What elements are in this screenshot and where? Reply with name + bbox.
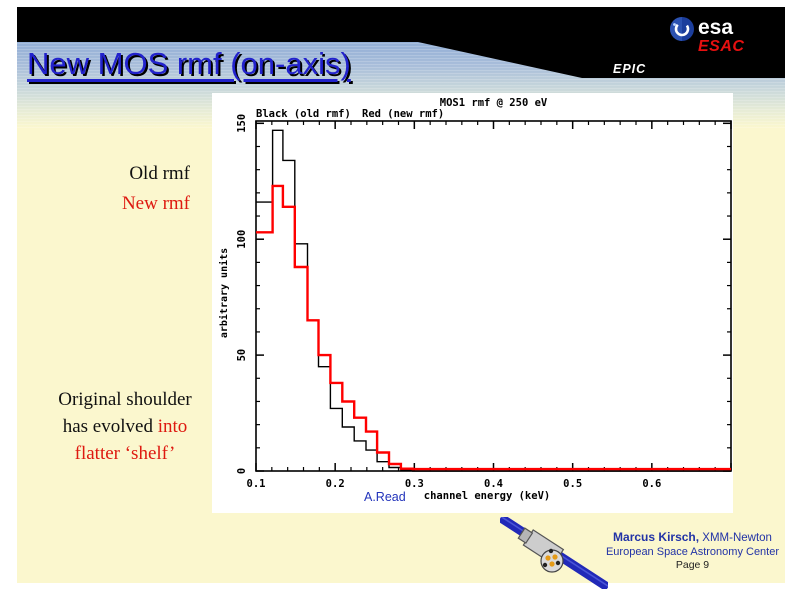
chart-title: MOS1 rmf @ 250 eV (440, 97, 548, 109)
note-line2-black: has evolved (62, 416, 158, 437)
chart-credit: A.Read (364, 490, 406, 504)
y-axis-label: arbitrary units (218, 248, 230, 338)
slide: EPIC esa ESAC New MOS rmf (on-axis) 0.1 0… (17, 7, 785, 591)
slide-title: New MOS rmf (on-axis) (27, 46, 351, 81)
x-axis-tick-label: 0.4 (484, 478, 503, 490)
series-old-rmf (256, 129, 731, 472)
x-axis-label: channel energy (keV) (424, 490, 550, 502)
x-axis-tick-label: 0.6 (642, 478, 661, 490)
y-axis-tick-label: 0 (236, 468, 248, 474)
chart-panel: 0.1 0.2 0.3 0.4 0.5 0.6 0 50 100 150 MOS1 rmf @ 25… (212, 93, 733, 513)
page-number: Page 9 (675, 559, 710, 571)
author-name: Marcus Kirsch, (613, 530, 700, 544)
footer: Marcus Kirsch, XMM-Newton European Space… (595, 530, 790, 573)
esa-circle-icon (669, 16, 695, 47)
note-line3-red: flatter ‘shelf’ (74, 443, 176, 464)
new-rmf-label: New rmf (121, 193, 190, 214)
y-axis-tick-label: 50 (236, 349, 248, 362)
esac-label: ESAC (698, 38, 745, 55)
x-axis-tick-label: 0.2 (326, 478, 345, 490)
x-axis-tick-label: 0.3 (405, 478, 424, 490)
y-axis-tick-label: 100 (236, 230, 248, 249)
mission-name: XMM-Newton (699, 532, 772, 544)
legend-red-entry: Red (new rmf) (362, 108, 444, 120)
organization-line: European Space Astronomy Center (605, 545, 780, 558)
esa-logo-text: esa (698, 16, 734, 39)
note-line1: Original shoulder (58, 389, 192, 410)
series-new-rmf (256, 184, 731, 471)
old-rmf-label: Old rmf (129, 163, 190, 184)
shoulder-note: Original shoulder has evolved into flatt… (25, 386, 225, 467)
epic-label: EPIC (613, 62, 647, 76)
note-line2-red: into (157, 416, 188, 437)
author-line: Marcus Kirsch, XMM-Newton (595, 530, 790, 546)
esa-logo: esa (669, 16, 733, 47)
xmm-satellite-icon (498, 514, 611, 594)
rmf-histogram-plot: 0.1 0.2 0.3 0.4 0.5 0.6 0 50 100 150 MOS1 rmf @ 25… (218, 97, 732, 502)
plot-box (255, 120, 732, 472)
y-axis-tick-label: 150 (236, 114, 248, 133)
legend-black-entry: Black (old rmf) (256, 108, 351, 120)
x-axis-tick-label: 0.5 (563, 478, 582, 490)
x-axis-tick-label: 0.1 (247, 478, 266, 490)
